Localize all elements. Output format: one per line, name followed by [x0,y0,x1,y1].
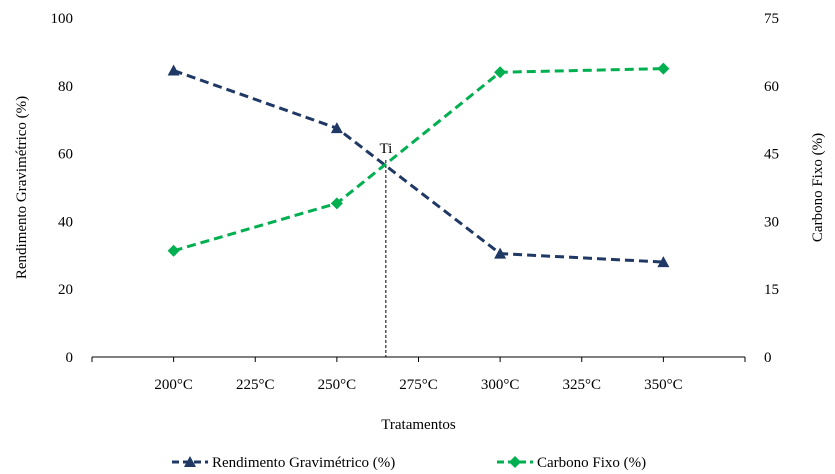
legend-swatch-marker [184,456,196,467]
right-y-tick-label: 60 [764,79,779,95]
x-tick-label: 350°C [644,377,683,393]
right-y-tick-label: 45 [764,147,779,163]
left-y-axis: 0 20 40 60 80 100 [51,11,74,366]
left-y-tick-label: 0 [66,350,74,366]
right-y-tick-label: 15 [764,282,779,298]
right-axis-title: Carbono Fixo (%) [810,133,826,242]
left-y-tick-label: 20 [58,282,73,298]
x-axis-title: Tratamentos [381,417,456,433]
legend-label: Rendimento Gravimétrico (%) [212,455,395,471]
x-axis: 200°C 225°C 250°C 275°C 300°C 325°C 350°C [91,356,746,393]
left-y-tick-label: 40 [58,214,73,230]
right-y-axis: 0 15 30 45 60 75 [764,11,779,366]
series-line-rendimento [173,69,664,264]
left-y-tick-label: 80 [58,79,73,95]
left-y-tick-label: 60 [58,147,73,163]
data-point-rendimento [494,247,507,259]
x-tick-label: 200°C [154,377,193,393]
series-layer [167,62,670,268]
x-tick-label: 250°C [318,377,357,393]
right-y-tick-label: 75 [764,11,779,27]
legend: Rendimento Gravimétrico (%) Carbono Fixo … [172,455,646,471]
legend-item-carbono: Carbono Fixo (%) [497,455,646,471]
legend-swatch-marker [509,456,521,468]
left-axis-title: Rendimento Gravimétrico (%) [14,96,30,279]
left-y-tick-label: 100 [51,11,74,27]
data-point-carbono [330,197,343,210]
x-tick-label: 275°C [399,377,438,393]
legend-label: Carbono Fixo (%) [537,455,646,471]
x-tick-label: 325°C [562,377,601,393]
data-point-rendimento [167,64,180,76]
annotation-layer: Ti [379,141,392,357]
data-point-carbono [494,66,507,79]
legend-item-rendimento: Rendimento Gravimétrico (%) [172,455,395,471]
data-point-rendimento [657,256,670,268]
series-line-carbono [173,67,664,253]
data-point-carbono [167,244,180,257]
x-tick-label: 225°C [236,377,275,393]
data-point-rendimento [330,122,343,134]
intersection-label: Ti [379,141,392,157]
right-y-tick-label: 30 [764,214,779,230]
x-tick-label: 300°C [481,377,520,393]
data-point-carbono [657,62,670,75]
right-y-tick-label: 0 [764,350,772,366]
